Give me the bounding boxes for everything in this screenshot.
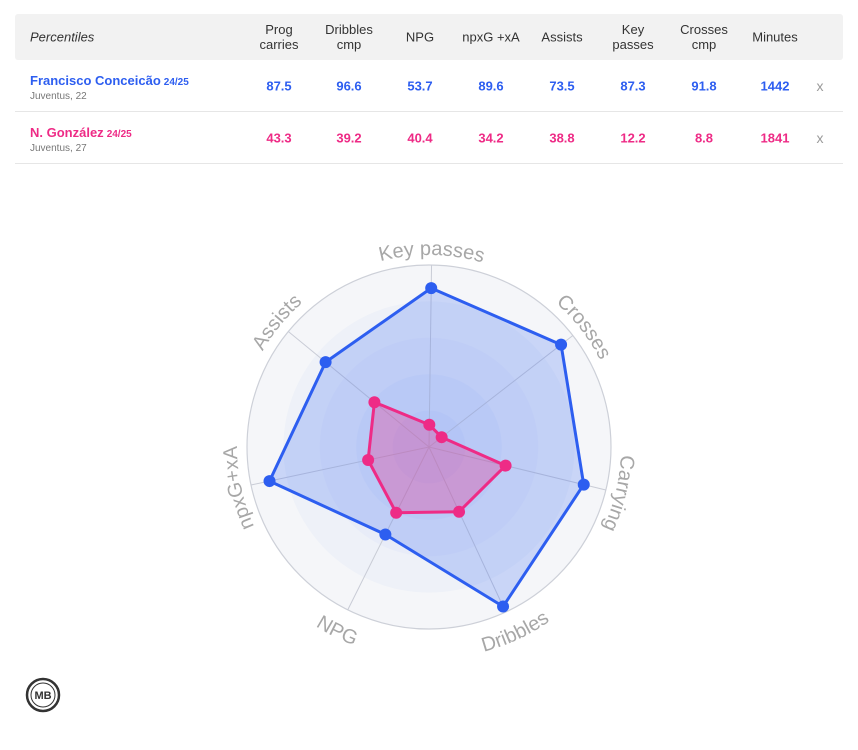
table-header: Percentiles Prog carries Dribbles cmp NPG npx… — [15, 14, 843, 60]
data-point — [390, 506, 403, 519]
column-header[interactable]: Dribbles cmp — [325, 22, 373, 52]
data-point — [319, 356, 332, 369]
column-header[interactable]: Crosses cmp — [680, 22, 728, 52]
column-header[interactable]: NPG — [405, 29, 435, 45]
stat-value: 87.3 — [620, 78, 646, 93]
player-row-1: Francisco Conceicão 24/25 Juventus, 22 x … — [15, 60, 843, 112]
data-point — [362, 454, 375, 467]
stat-value: 96.6 — [336, 78, 362, 93]
stat-value: 39.2 — [336, 130, 362, 145]
radar-spoke — [347, 446, 430, 611]
player-team: Juventus, 27 — [30, 143, 87, 154]
column-header[interactable]: Minutes — [752, 29, 798, 45]
data-point — [423, 418, 436, 431]
radar-spoke — [287, 331, 430, 448]
mb-logo: MB — [24, 676, 62, 719]
percentiles-label: Percentiles — [30, 29, 95, 45]
percentiles-table: Percentiles Prog carries Dribbles cmp NPG npx… — [15, 14, 843, 164]
player-info: Francisco Conceicão 24/25 Juventus, 22 — [30, 72, 189, 102]
data-point — [263, 475, 276, 488]
data-point — [368, 396, 381, 409]
data-point — [555, 338, 568, 351]
series-area — [268, 286, 586, 608]
radar-spoke — [428, 446, 606, 491]
data-point — [425, 282, 438, 295]
data-point — [499, 459, 512, 472]
stat-value: 38.8 — [549, 130, 575, 145]
stat-value: 34.2 — [478, 130, 504, 145]
radar-outer-circle — [246, 264, 612, 630]
axis-label: NPG — [313, 611, 361, 650]
column-header[interactable]: Key passes — [612, 22, 654, 52]
data-point — [379, 528, 392, 541]
stat-value: 73.5 — [549, 78, 575, 93]
player-name[interactable]: Francisco Conceicão — [30, 73, 161, 88]
data-point — [453, 505, 466, 518]
stat-value: 89.6 — [478, 78, 504, 93]
column-header[interactable]: Assists — [541, 29, 583, 45]
stat-value: 8.8 — [694, 130, 714, 145]
stat-value: 1841 — [760, 130, 790, 145]
stat-value: 40.4 — [407, 130, 433, 145]
radar-spoke — [428, 446, 507, 613]
stat-value: 12.2 — [620, 130, 646, 145]
player-info: N. González 24/25 Juventus, 27 — [30, 124, 132, 154]
column-header[interactable]: Prog carries — [259, 22, 299, 52]
stat-value: 91.8 — [691, 78, 717, 93]
radar-spoke — [250, 446, 430, 486]
player-row-2: N. González 24/25 Juventus, 27 x 43.3 39.2… — [15, 112, 843, 164]
column-header[interactable]: npxG +xA — [462, 29, 520, 45]
player-team: Juventus, 22 — [30, 91, 87, 102]
data-point — [435, 431, 448, 444]
data-point — [577, 478, 590, 491]
player-season: 24/25 — [106, 129, 132, 140]
series-area — [366, 400, 508, 515]
player-name[interactable]: N. González — [30, 125, 104, 140]
radar-spoke — [428, 335, 574, 448]
stat-value: 53.7 — [407, 78, 433, 93]
radar-spoke — [428, 265, 433, 448]
axis-label: Key passes — [377, 238, 487, 267]
remove-player-button[interactable]: x — [816, 129, 824, 146]
player-season: 24/25 — [163, 77, 189, 88]
logo-text: MB — [34, 690, 51, 702]
stat-value: 1442 — [760, 78, 790, 93]
stat-value: 43.3 — [266, 130, 292, 145]
remove-player-button[interactable]: x — [816, 77, 824, 94]
stat-value: 87.5 — [266, 78, 292, 93]
data-point — [497, 600, 510, 613]
